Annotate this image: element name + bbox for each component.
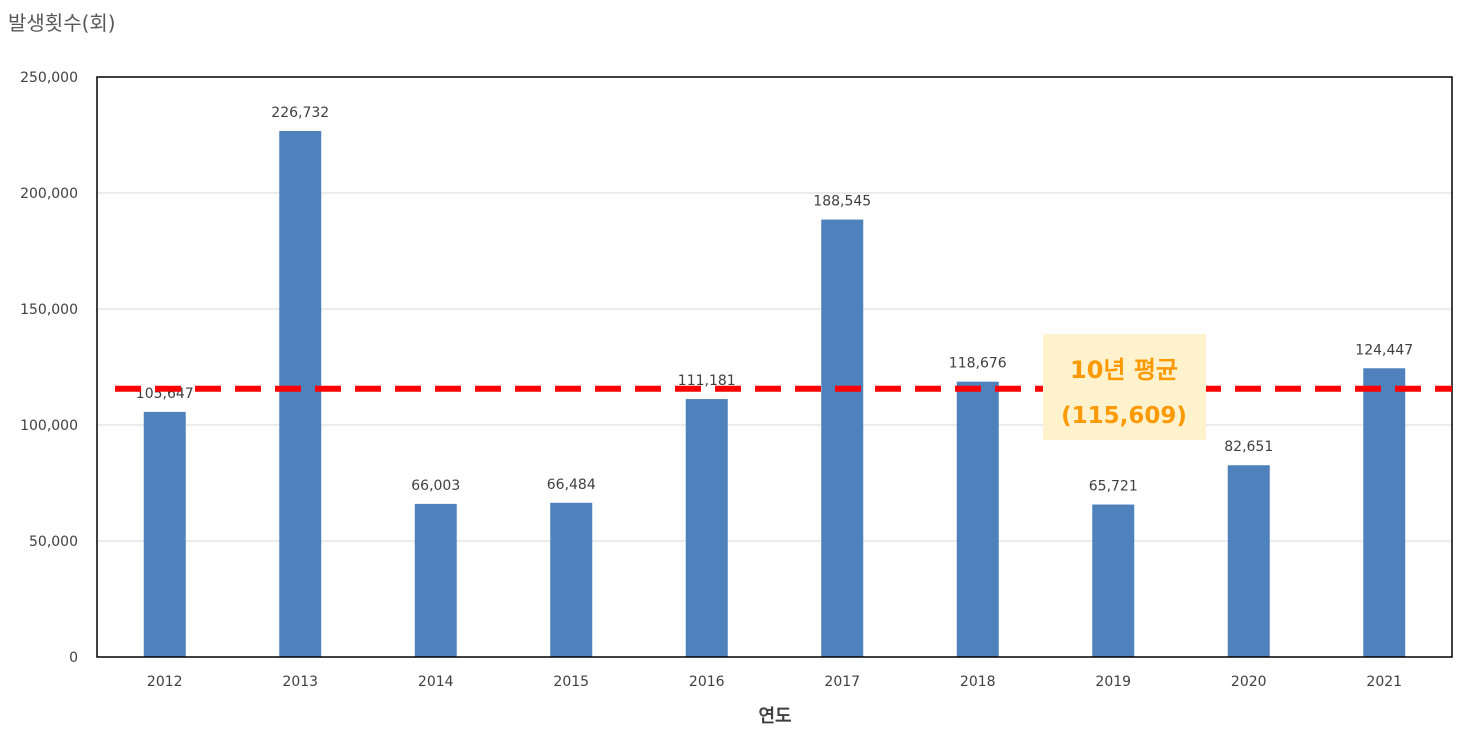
bar xyxy=(1227,465,1270,657)
bar xyxy=(279,130,322,658)
x-axis-ticks: 2012 2013 2014 2015 2016 2017 2018 2019 2020 2021 xyxy=(147,674,1402,690)
average-label-box: 10년 평균 (115,609) xyxy=(1043,334,1206,440)
y-tick-label: 250,000 xyxy=(20,70,78,86)
x-tick-label: 2016 xyxy=(689,674,725,690)
bar xyxy=(821,219,864,657)
y-axis-ticks: 0 50,000 100,000 150,000 200,000 250,000 xyxy=(20,70,78,666)
bar xyxy=(550,502,593,657)
bar xyxy=(1363,368,1406,657)
x-tick-label: 2018 xyxy=(960,674,996,690)
bar xyxy=(956,381,999,657)
x-tick-label: 2021 xyxy=(1366,674,1402,690)
x-tick-label: 2014 xyxy=(418,674,454,690)
data-label: 124,447 xyxy=(1355,342,1413,358)
plot-area-frame xyxy=(96,76,1453,658)
y-tick-label: 0 xyxy=(69,650,78,666)
data-label: 65,721 xyxy=(1089,479,1138,495)
y-tick-label: 200,000 xyxy=(20,186,78,202)
data-label: 188,545 xyxy=(813,194,871,210)
data-label: 66,003 xyxy=(411,478,460,494)
data-label: 82,651 xyxy=(1224,439,1273,455)
bar xyxy=(414,503,457,657)
average-label-background xyxy=(1043,334,1206,440)
x-axis-title: 연도 xyxy=(758,706,791,727)
y-tick-label: 100,000 xyxy=(20,418,78,434)
data-label: 66,484 xyxy=(547,477,596,493)
x-tick-label: 2015 xyxy=(553,674,589,690)
gridlines xyxy=(97,192,1452,542)
bar xyxy=(143,411,186,657)
bar xyxy=(1092,504,1135,657)
x-tick-label: 2019 xyxy=(1095,674,1131,690)
x-tick-label: 2012 xyxy=(147,674,183,690)
bars xyxy=(143,130,1406,658)
data-label: 226,732 xyxy=(271,105,329,121)
x-tick-label: 2020 xyxy=(1231,674,1267,690)
average-label-value: (115,609) xyxy=(1061,403,1187,429)
y-tick-label: 50,000 xyxy=(29,534,78,550)
y-axis-title: 발생횟수(회) xyxy=(8,11,116,35)
x-tick-label: 2013 xyxy=(282,674,318,690)
data-label: 111,181 xyxy=(678,373,736,389)
bar xyxy=(685,399,728,657)
data-label: 118,676 xyxy=(949,356,1007,372)
x-tick-label: 2017 xyxy=(824,674,860,690)
average-label-title: 10년 평균 xyxy=(1070,356,1178,384)
y-tick-label: 150,000 xyxy=(20,302,78,318)
